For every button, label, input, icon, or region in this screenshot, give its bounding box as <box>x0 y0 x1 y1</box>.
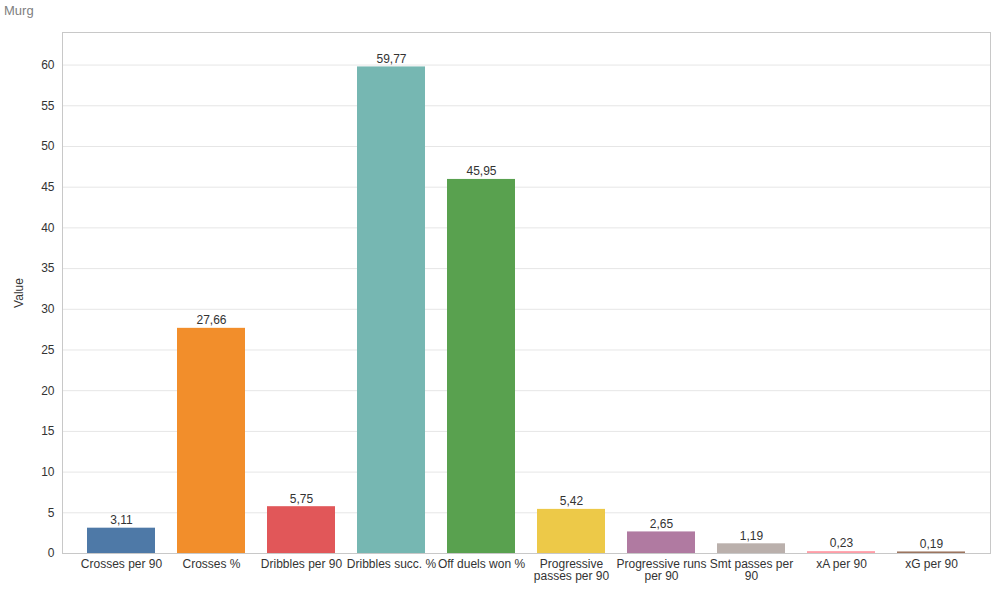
svg-text:59,77: 59,77 <box>376 52 406 66</box>
svg-text:0,23: 0,23 <box>830 536 854 550</box>
svg-text:5: 5 <box>48 506 55 520</box>
svg-text:40: 40 <box>41 221 55 235</box>
svg-text:27,66: 27,66 <box>196 313 226 327</box>
svg-text:Progressivepasses per 90: Progressivepasses per 90 <box>534 557 610 583</box>
svg-text:0: 0 <box>48 546 55 560</box>
svg-text:Crosses %: Crosses % <box>182 557 240 571</box>
svg-text:3,11: 3,11 <box>110 513 133 527</box>
svg-text:45,95: 45,95 <box>466 164 496 178</box>
html-text:Murg: Murg <box>4 3 34 18</box>
svg-text:5,42: 5,42 <box>560 494 584 508</box>
svg-text:Dribbles succ. %: Dribbles succ. % <box>347 557 437 571</box>
svg-text:20: 20 <box>41 384 55 398</box>
svg-text:45: 45 <box>41 180 55 194</box>
svg-text:25: 25 <box>41 343 55 357</box>
svg-text:xG per 90: xG per 90 <box>905 557 958 571</box>
svg-text:Smt passes per90: Smt passes per90 <box>710 557 793 583</box>
svg-text:60: 60 <box>41 58 55 72</box>
svg-text:0,19: 0,19 <box>920 537 944 551</box>
svg-text:55: 55 <box>41 99 55 113</box>
svg-text:50: 50 <box>41 139 55 153</box>
svg-text:Progressive runsper 90: Progressive runsper 90 <box>616 557 706 583</box>
svg-text:Value: Value <box>12 278 26 308</box>
svg-text:Dribbles per 90: Dribbles per 90 <box>261 557 343 571</box>
svg-text:Off duels won %: Off duels won % <box>438 557 525 571</box>
svg-text:1,19: 1,19 <box>740 529 764 543</box>
svg-text:10: 10 <box>41 465 55 479</box>
svg-text:5,75: 5,75 <box>290 492 314 506</box>
svg-text:30: 30 <box>41 302 55 316</box>
svg-text:35: 35 <box>41 261 55 275</box>
svg-text:Crosses per 90: Crosses per 90 <box>81 557 163 571</box>
svg-text:xA per 90: xA per 90 <box>816 557 867 571</box>
svg-text:2,65: 2,65 <box>650 517 674 531</box>
svg-text:15: 15 <box>41 424 55 438</box>
